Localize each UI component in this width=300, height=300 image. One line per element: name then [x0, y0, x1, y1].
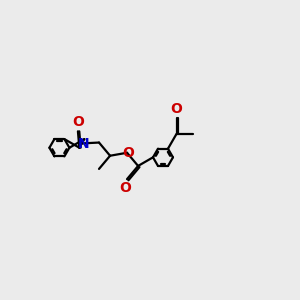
Text: O: O	[122, 146, 134, 160]
Text: O: O	[72, 115, 84, 129]
Text: N: N	[77, 137, 89, 151]
Text: O: O	[120, 182, 132, 195]
Text: O: O	[171, 102, 182, 116]
